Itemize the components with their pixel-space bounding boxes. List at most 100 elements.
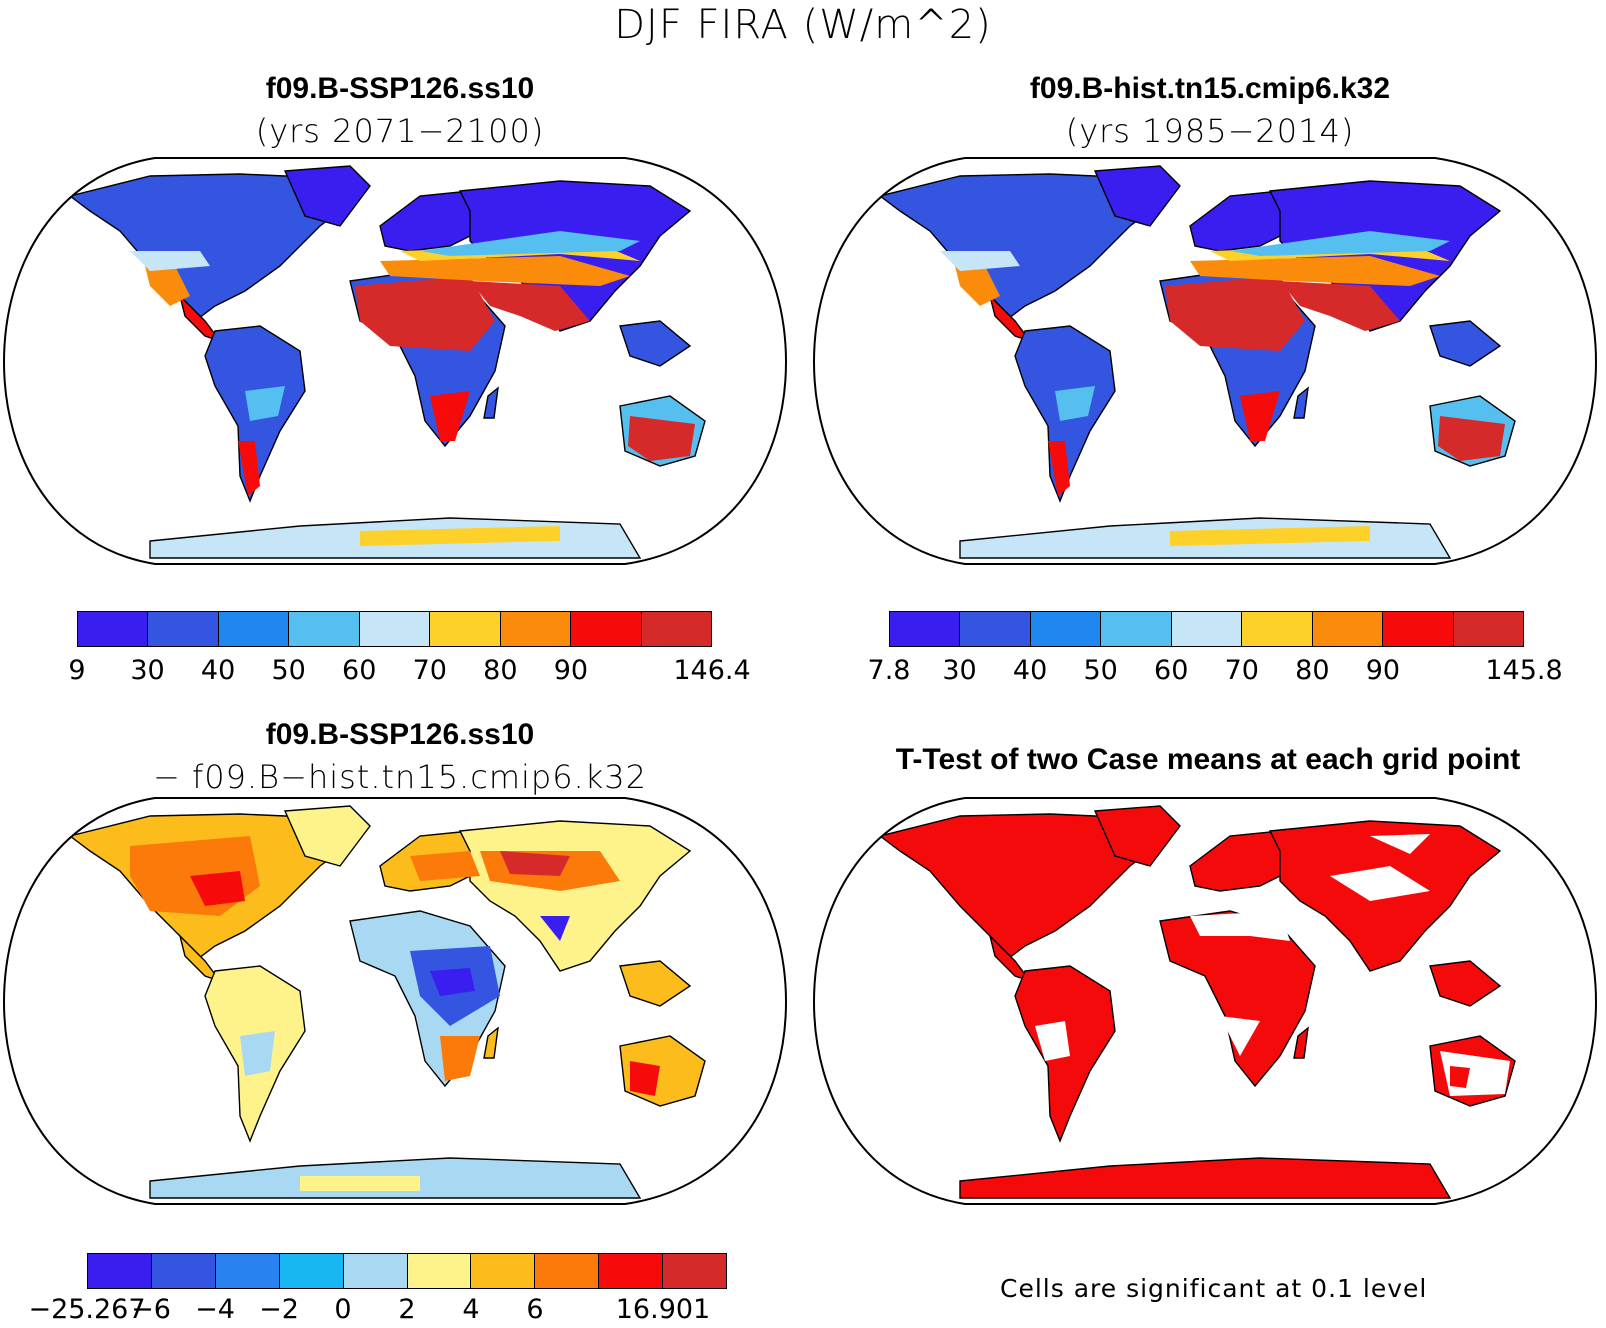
colorbar-tick-label: 90	[553, 655, 589, 686]
colorbar-swatch	[571, 612, 642, 646]
continent-antarctica	[959, 1157, 1452, 1199]
colorbar-tick-label: 80	[1295, 655, 1330, 686]
colorbar-tick-label: 9	[68, 655, 86, 686]
shading-region	[540, 916, 570, 941]
shading-region	[130, 251, 210, 271]
colorbar-swatch	[1242, 612, 1313, 646]
colorbar-swatch	[535, 1254, 600, 1288]
colorbar-swatch	[1383, 612, 1454, 646]
map-bottom-right	[812, 797, 1598, 1205]
shading-region	[500, 851, 570, 876]
shading-region	[440, 1036, 480, 1081]
colorbar-tick-label: 30	[130, 655, 165, 686]
colorbar-swatch	[78, 612, 149, 646]
colorbar-tick-label: 6	[526, 1294, 544, 1325]
continent-greenland	[283, 165, 371, 227]
shading-region	[1438, 416, 1505, 461]
colorbar-swatch	[890, 612, 961, 646]
shading-region	[1190, 911, 1290, 941]
shading-region	[430, 391, 470, 441]
shading-region	[355, 276, 495, 351]
colorbar-swatch	[500, 612, 572, 646]
map-top-right	[812, 157, 1598, 565]
shading-region	[628, 416, 695, 461]
shading-region	[1190, 256, 1440, 286]
shading-region	[1170, 526, 1370, 546]
figure-title: DJF FIRA (W/m^2)	[614, 2, 992, 48]
continent-madagascar	[1293, 1026, 1309, 1059]
shading-region	[1280, 281, 1400, 331]
significance-note: Cells are significant at 0.1 level	[1000, 1274, 1428, 1303]
colorbar-tick-label: −4	[195, 1294, 235, 1325]
colorbar-tick-label: 0	[334, 1294, 352, 1325]
colorbar-swatch	[663, 1254, 727, 1288]
colorbar-swatch	[1030, 612, 1102, 646]
shading-region	[940, 251, 1020, 271]
continent-northAmerica	[878, 813, 1172, 963]
colorbar-tick-label: −6	[131, 1294, 171, 1325]
shading-region	[955, 266, 1000, 306]
colorbar-swatch	[88, 1254, 152, 1288]
shading-region	[360, 526, 560, 546]
shading-region	[1450, 1066, 1470, 1088]
continent-madagascar	[483, 386, 499, 419]
continent-madagascar	[1293, 386, 1309, 419]
map-top-left	[2, 157, 788, 565]
continent-seAsia	[619, 320, 692, 367]
colorbar-swatch	[1312, 612, 1384, 646]
colorbar-swatch	[471, 1254, 536, 1288]
continent-asia	[458, 820, 692, 972]
colorbar-swatch	[279, 1254, 344, 1288]
colorbar-tick-label: 40	[1012, 655, 1048, 686]
shading-region	[1370, 834, 1430, 854]
colorbar-swatch	[343, 1254, 408, 1288]
colorbar-tick-label: 90	[1365, 655, 1401, 686]
colorbar-top-left	[77, 611, 712, 647]
panel-title-top-right: f09.B-hist.tn15.cmip6.k32	[1029, 72, 1391, 105]
colorbar-tick-label: −25.267	[28, 1294, 146, 1325]
colorbar-bottom-left	[87, 1253, 727, 1289]
map-frame	[812, 797, 1598, 1205]
continent-seAsia	[1429, 320, 1502, 367]
panel-subtitle-top-right: (yrs 1985−2014)	[1065, 112, 1355, 150]
colorbar-tick-label: 70	[412, 655, 447, 686]
panel-title-top-left: f09.B-SSP126.ss10	[265, 72, 535, 105]
colorbar-tick-label: 70	[1224, 655, 1259, 686]
shading-region	[238, 441, 260, 496]
shading-region	[410, 851, 480, 881]
colorbar-swatch	[960, 612, 1031, 646]
continent-seAsia	[619, 960, 692, 1007]
continent-greenland	[1093, 805, 1181, 867]
map-frame	[2, 797, 788, 1205]
colorbar-swatch	[641, 612, 711, 646]
colorbar-swatch	[1453, 612, 1523, 646]
shading-region	[630, 1061, 660, 1096]
colorbar-tick-label: −2	[259, 1294, 299, 1325]
colorbar-tick-label: 4	[462, 1294, 480, 1325]
colorbar-swatch	[289, 612, 360, 646]
colorbar-tick-label: 50	[271, 655, 306, 686]
map-bottom-left	[2, 797, 788, 1205]
colorbar-swatch	[430, 612, 501, 646]
continent-madagascar	[483, 1026, 499, 1059]
continent-northAmerica	[68, 173, 362, 323]
continent-africa	[1159, 910, 1316, 1088]
continent-greenland	[1093, 165, 1181, 227]
colorbar-tick-label: 50	[1083, 655, 1118, 686]
colorbar-swatch	[151, 1254, 216, 1288]
colorbar-labels-bottom-left: −25.267 −6 −4 −2 0 2 4 6 16.901	[28, 1294, 727, 1328]
panel-title-bottom-left: f09.B-SSP126.ss10	[265, 718, 535, 751]
colorbar-tick-label: 80	[483, 655, 518, 686]
continent-northAmerica	[878, 173, 1172, 323]
panel-title-bottom-right: T-Test of two Case means at each grid po…	[895, 743, 1521, 776]
colorbar-swatch	[407, 1254, 472, 1288]
shading-region	[1230, 231, 1450, 256]
colorbar-tick-label: 60	[342, 655, 377, 686]
continent-seAsia	[1429, 960, 1502, 1007]
map-frame	[2, 157, 788, 565]
colorbar-tick-label: 60	[1154, 655, 1189, 686]
colorbar-swatch	[218, 612, 290, 646]
shading-region	[1330, 866, 1430, 901]
shading-region	[1240, 391, 1280, 441]
colorbar-swatch	[1171, 612, 1243, 646]
